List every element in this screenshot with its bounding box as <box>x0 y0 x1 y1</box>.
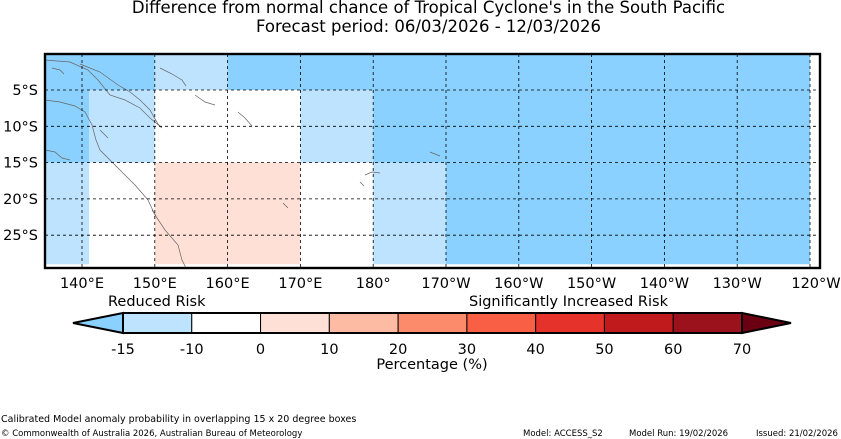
coastline-1 <box>44 99 187 269</box>
footer-note: Calibrated Model anomaly probability in … <box>1 414 357 425</box>
lat-tick-label: 15°S <box>3 156 38 172</box>
coastline-2 <box>44 149 71 161</box>
coastline-12 <box>151 209 157 217</box>
coastline-11 <box>99 129 109 139</box>
colorbar-segment-8 <box>672 312 743 334</box>
footer-issued: Issued: 21/02/2026 <box>756 429 838 439</box>
colorbar-segment-6 <box>535 312 605 334</box>
coastline-10 <box>51 67 65 75</box>
lon-tick-label: 120°W <box>791 276 840 292</box>
footer-model-run: Model Run: 19/02/2026 <box>629 429 729 439</box>
coastline-8 <box>282 202 289 209</box>
lon-tick-label: 140°E <box>60 276 104 292</box>
increased-risk-label: Significantly Increased Risk <box>469 294 668 310</box>
colorbar-tick-label: 50 <box>595 342 614 358</box>
colorbar-segment-7 <box>603 312 674 334</box>
colorbar-tick-label: 20 <box>388 342 408 358</box>
lon-tick-label: 130°W <box>713 276 762 292</box>
anomaly-cell-1 <box>154 54 228 90</box>
colorbar-segment-0 <box>122 312 193 334</box>
anomaly-cell-11 <box>300 162 374 265</box>
coastline-9 <box>429 151 441 157</box>
colorbar-segment-3 <box>328 312 399 334</box>
colorbar-segment-5 <box>466 312 537 334</box>
lon-tick-label: 140°W <box>640 276 689 292</box>
lon-tick-label: 160°W <box>494 276 543 292</box>
colorbar-tick-label: 0 <box>255 342 266 358</box>
chart-title: Difference from normal chance of Tropica… <box>131 0 726 17</box>
coastline-4 <box>194 94 216 106</box>
anomaly-cell-12 <box>373 162 446 265</box>
coastline-6 <box>364 171 381 176</box>
reduced-risk-label: Reduced Risk <box>108 294 206 310</box>
coastline-7 <box>359 181 365 187</box>
lon-tick-label: 150°E <box>133 276 177 292</box>
coastline-0 <box>44 59 163 129</box>
colorbar-segment-4 <box>397 312 468 334</box>
colorbar-segment-2 <box>260 312 330 334</box>
colorbar <box>72 311 792 335</box>
anomaly-cell-6 <box>300 90 374 163</box>
lat-tick-label: 10°S <box>3 119 38 135</box>
colorbar-label: Percentage (%) <box>376 357 488 373</box>
colorbar-tick-label: -15 <box>111 342 135 358</box>
lon-tick-label: 180° <box>356 276 391 292</box>
lat-tick-label: 5°S <box>12 83 38 99</box>
colorbar-low-extend <box>72 311 124 335</box>
lon-tick-label: 160°E <box>206 276 250 292</box>
lon-tick-label: 150°W <box>567 276 616 292</box>
lon-tick-label: 170°W <box>421 276 470 292</box>
colorbar-tick-label: 70 <box>732 342 752 358</box>
footer-model: Model: ACCESS_S2 <box>523 429 603 439</box>
axis-ticks: 140°E 150°E 160°E 170°E 180° 170°W 160°W 150°W 1… <box>3 83 841 292</box>
anomaly-map: 140°E 150°E 160°E 170°E 180° 170°W 160°W 150°W 1… <box>3 52 841 292</box>
forecast-period: Forecast period: 06/03/2026 - 12/03/2026 <box>255 17 602 36</box>
colorbar-high-extend <box>741 311 792 335</box>
footer-copyright: © Commonwealth of Australia 2026, Austra… <box>1 429 303 439</box>
lat-tick-label: 20°S <box>3 192 38 208</box>
colorbar-tick-label: 10 <box>320 342 339 358</box>
anomaly-cell-9 <box>89 162 155 265</box>
lat-tick-label: 25°S <box>3 228 38 244</box>
colorbar-tick-label: 30 <box>457 342 477 358</box>
coastline-3 <box>159 67 187 87</box>
colorbar-segment-1 <box>191 312 262 334</box>
coastlines <box>44 59 441 269</box>
colorbar-tick-label: 40 <box>526 342 545 358</box>
colorbar-tick-label: -10 <box>179 342 204 358</box>
map-frame <box>43 52 822 270</box>
anomaly-cell-13 <box>446 162 810 265</box>
coastline-5 <box>237 111 253 127</box>
lon-tick-label: 170°E <box>278 276 322 292</box>
colorbar-tick-label: 60 <box>663 342 683 358</box>
